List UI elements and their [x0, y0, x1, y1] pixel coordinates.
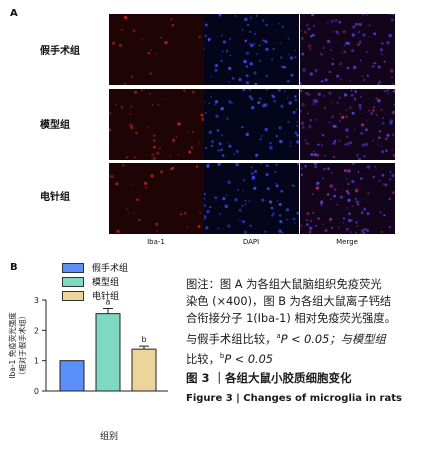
col-label-iba1: Iba-1 [147, 238, 165, 246]
micrograph-model-iba1 [109, 89, 204, 160]
micrograph-sham-merge [300, 14, 395, 85]
row-label-sham: 假手术组 [40, 46, 80, 57]
micrograph-ea-merge [300, 163, 395, 234]
panel-a-letter: A [10, 8, 18, 19]
figure-title-en: Figure 3 | Changes of microglia in rats [186, 392, 402, 404]
figure-caption: 图注：图 A 为各组大鼠脑组织免疫荧光 染色 (×400)，图 B 为各组大鼠离… [186, 276, 422, 407]
col-label-merge: Merge [336, 238, 358, 246]
bar-model [95, 313, 121, 392]
y-tick-label-1: 1 [34, 357, 39, 366]
bar-sham [59, 360, 85, 392]
caption-line-3: 合衔接分子 1(Iba-1) 相对免疫荧光强度。 [186, 312, 397, 326]
legend-label-ea: 电针组 [92, 292, 120, 302]
legend-swatch-model [62, 277, 84, 287]
col-label-dapi: DAPI [242, 238, 260, 246]
caption-line-2: 染色 (×400)，图 B 为各组大鼠离子钙结 [186, 295, 392, 309]
caption-line-5: 比较，bP < 0.05 [186, 351, 273, 366]
legend-swatch-sham [62, 263, 84, 273]
y-axis-label: Iba-1 免疫荧光强度（相对于假手术组） [7, 312, 27, 380]
bar-chart: 0 1 2 3 a b 组别 Iba-1 免疫荧光强度（相对于假手术组） [7, 296, 168, 442]
legend-label-model: 模型组 [92, 278, 120, 288]
legend-label-sham: 假手术组 [92, 264, 129, 274]
row-label-ea: 电针组 [40, 192, 70, 203]
row-label-model: 模型组 [40, 120, 70, 131]
micrograph-model-dapi [204, 89, 299, 160]
micrograph-model-merge [300, 89, 395, 160]
legend-swatch-ea [62, 291, 84, 301]
bar-ea [131, 348, 157, 392]
micrograph-ea-iba1 [109, 163, 204, 234]
caption-line-4: 与假手术组比较，aP < 0.05；与模型组 [186, 331, 386, 346]
caption-line-1: 图注：图 A 为各组大鼠脑组织免疫荧光 [186, 278, 382, 291]
micrograph-sham-iba1 [109, 14, 204, 85]
significance-label-model: a [106, 297, 111, 306]
significance-label-ea: b [141, 335, 146, 344]
y-tick-label-3: 3 [34, 296, 39, 305]
panel-b-letter: B [10, 262, 18, 273]
micrograph-sham-dapi [204, 14, 299, 85]
y-tick-label-0: 0 [34, 387, 39, 396]
figure-title-cn: 图 3 ｜各组大鼠小胶质细胞变化 [186, 370, 352, 385]
x-axis-label: 组别 [100, 430, 118, 442]
micrograph-ea-dapi [204, 163, 299, 234]
y-tick-label-2: 2 [34, 326, 39, 335]
